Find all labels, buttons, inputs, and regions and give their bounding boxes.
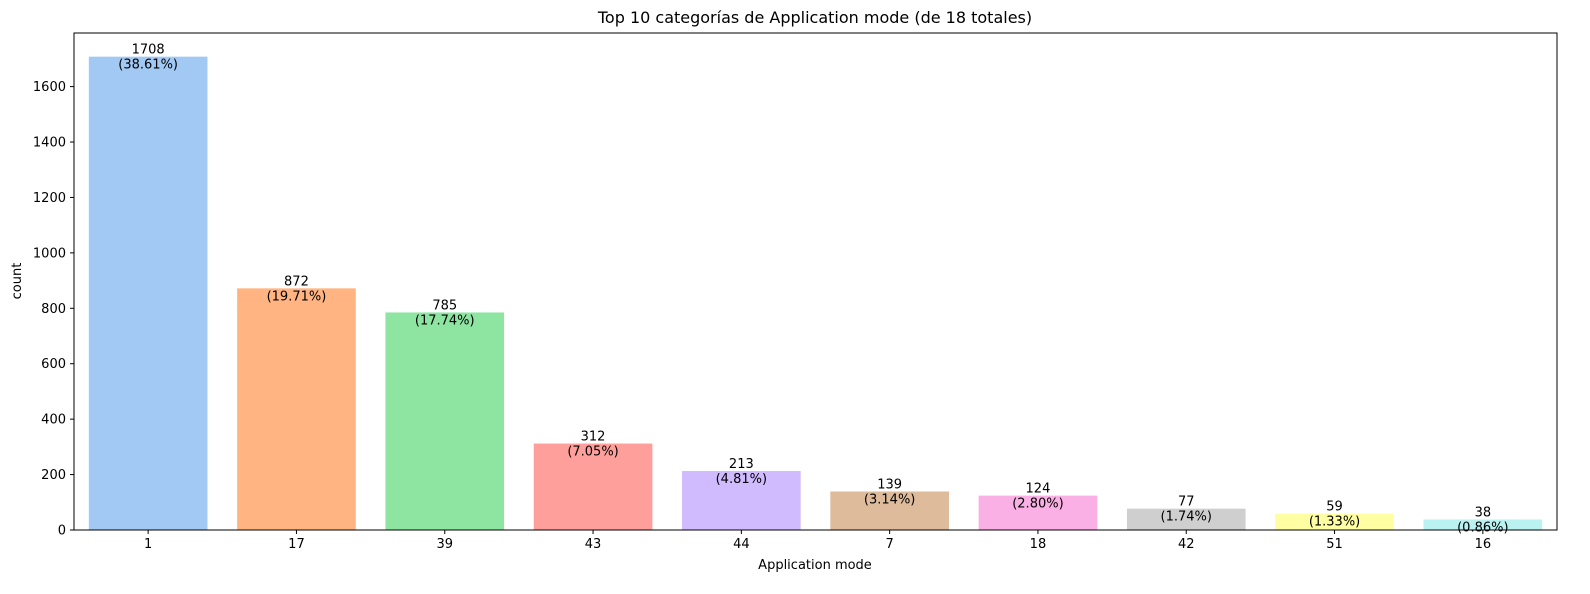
y-tick-label: 1200: [33, 191, 66, 206]
data-label-percent: (0.86%): [1457, 520, 1508, 535]
data-label-value: 77: [1178, 495, 1195, 510]
data-label-value: 124: [1026, 482, 1051, 497]
data-label-percent: (3.14%): [864, 492, 915, 507]
bar-17: [237, 288, 356, 530]
y-tick-label: 1000: [33, 246, 66, 261]
bars-layer: [88, 56, 1543, 531]
plot-frame: [73, 32, 1558, 531]
data-label-percent: (38.61%): [118, 58, 178, 73]
y-tick-label: 800: [41, 302, 66, 317]
bar-16: [1423, 519, 1543, 530]
chart-title: Top 10 categorías de Application mode (d…: [597, 8, 1032, 27]
y-axis-ticks: 0 200 400 600 800 1000 1200 1400 1600: [33, 80, 74, 539]
x-axis-label: Application mode: [758, 558, 872, 573]
data-label-percent: (1.74%): [1161, 510, 1212, 525]
data-label-percent: (7.05%): [567, 445, 618, 460]
data-label-value: 872: [284, 274, 309, 289]
data-label-value: 139: [877, 477, 902, 492]
bar-44: [682, 470, 801, 530]
bar-18: [978, 495, 1098, 530]
y-tick-label: 1400: [33, 136, 66, 151]
bar-39: [385, 312, 505, 530]
y-tick-label: 1600: [33, 80, 66, 95]
axes-layer: [73, 32, 1558, 531]
bar-7: [830, 491, 949, 530]
data-labels: 1708(38.61%) 872(19.71%) 785(17.74%) 312(7.…: [118, 43, 1508, 536]
x-tick-label: 39: [436, 537, 453, 552]
x-tick-label: 42: [1178, 537, 1195, 552]
data-label-percent: (1.33%): [1309, 515, 1360, 530]
data-label-value: 785: [432, 298, 457, 313]
x-tick-label: 51: [1326, 537, 1343, 552]
y-tick-label: 400: [41, 413, 66, 428]
data-label-value: 213: [729, 457, 754, 472]
bar-43: [533, 443, 653, 530]
y-axis-label: count: [10, 263, 25, 300]
data-label-percent: (2.80%): [1012, 497, 1063, 512]
y-tick-label: 200: [41, 468, 66, 483]
x-tick-label: 43: [585, 537, 602, 552]
data-label-value: 38: [1475, 505, 1492, 520]
bar-1: [88, 56, 208, 531]
bar-42: [1126, 508, 1246, 530]
data-label-value: 312: [581, 430, 606, 445]
data-label-percent: (17.74%): [415, 313, 475, 328]
x-axis-ticks: 1 17 39 43 44 7 18 42 51 16: [144, 530, 1491, 552]
x-tick-label: 7: [886, 537, 894, 552]
data-label-percent: (4.81%): [716, 472, 767, 487]
data-label-value: 1708: [132, 43, 165, 58]
x-tick-label: 1: [144, 537, 152, 552]
data-label-value: 59: [1326, 500, 1343, 515]
y-tick-label: 600: [41, 357, 66, 372]
x-tick-label: 17: [288, 537, 305, 552]
x-tick-label: 16: [1475, 537, 1492, 552]
data-label-percent: (19.71%): [267, 289, 327, 304]
y-tick-label: 0: [58, 524, 66, 539]
bar-51: [1275, 513, 1394, 530]
x-tick-label: 44: [733, 537, 750, 552]
x-tick-label: 18: [1030, 537, 1047, 552]
